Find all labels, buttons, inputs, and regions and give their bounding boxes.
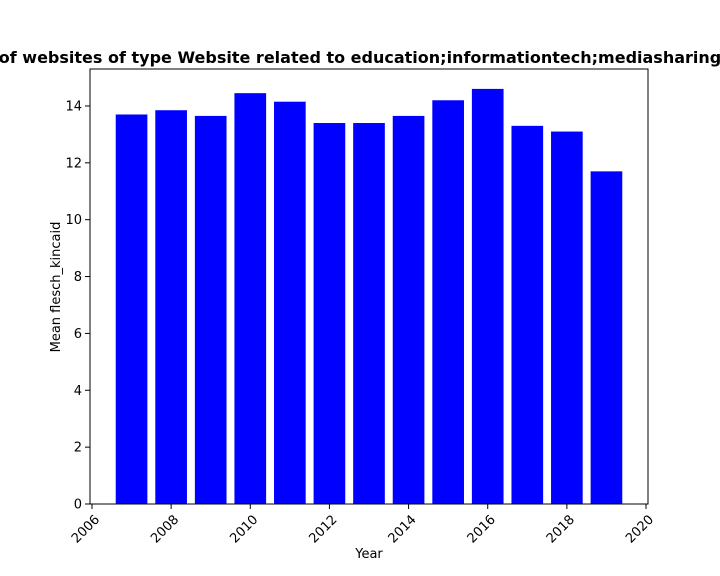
x-tick-label-2006: 2006 — [69, 512, 103, 546]
x-tick-label-2008: 2008 — [148, 512, 182, 546]
bar-2011 — [274, 101, 306, 504]
x-axis-label: Year — [354, 547, 383, 562]
bar-2019 — [590, 171, 623, 504]
y-axis-label: Mean flesch_kincaid — [49, 222, 64, 353]
bar-2014 — [392, 115, 425, 504]
x-tick-label-2010: 2010 — [227, 512, 261, 546]
x-tick-label-2020: 2020 — [623, 512, 657, 546]
y-tick-label-14: 14 — [65, 99, 82, 114]
x-tick-label-2014: 2014 — [386, 512, 420, 546]
bar-2013 — [353, 123, 385, 505]
y-tick-label-2: 2 — [74, 441, 82, 456]
plot-frame — [89, 68, 649, 505]
y-tick-label-12: 12 — [65, 156, 82, 171]
bar-2016 — [471, 88, 504, 505]
x-tick-label-2018: 2018 — [544, 512, 578, 546]
x-tick-label-2016: 2016 — [465, 512, 499, 546]
bar-2008 — [155, 110, 187, 504]
bar-2018 — [551, 131, 583, 505]
y-tick-label-4: 4 — [74, 384, 82, 399]
x-tick-label-2012: 2012 — [306, 512, 340, 546]
bar-2007 — [115, 114, 148, 505]
bar-2009 — [194, 115, 227, 504]
y-tick-label-0: 0 — [74, 498, 82, 513]
bar-2015 — [432, 100, 464, 505]
bar-2017 — [511, 125, 544, 505]
bar-2012 — [313, 123, 346, 505]
y-tick-label-10: 10 — [65, 213, 82, 228]
chart-title: Mean flesch_kincaid in privacy policies … — [0, 48, 720, 67]
y-tick-label-6: 6 — [74, 327, 82, 342]
bar-2010 — [234, 93, 267, 505]
y-tick-label-8: 8 — [74, 270, 82, 285]
